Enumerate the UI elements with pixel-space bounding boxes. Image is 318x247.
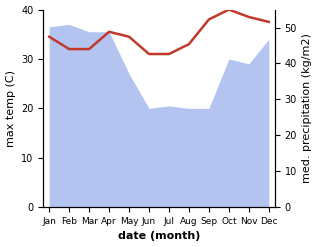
X-axis label: date (month): date (month)	[118, 231, 200, 242]
Y-axis label: med. precipitation (kg/m2): med. precipitation (kg/m2)	[302, 33, 313, 183]
Y-axis label: max temp (C): max temp (C)	[5, 70, 16, 147]
